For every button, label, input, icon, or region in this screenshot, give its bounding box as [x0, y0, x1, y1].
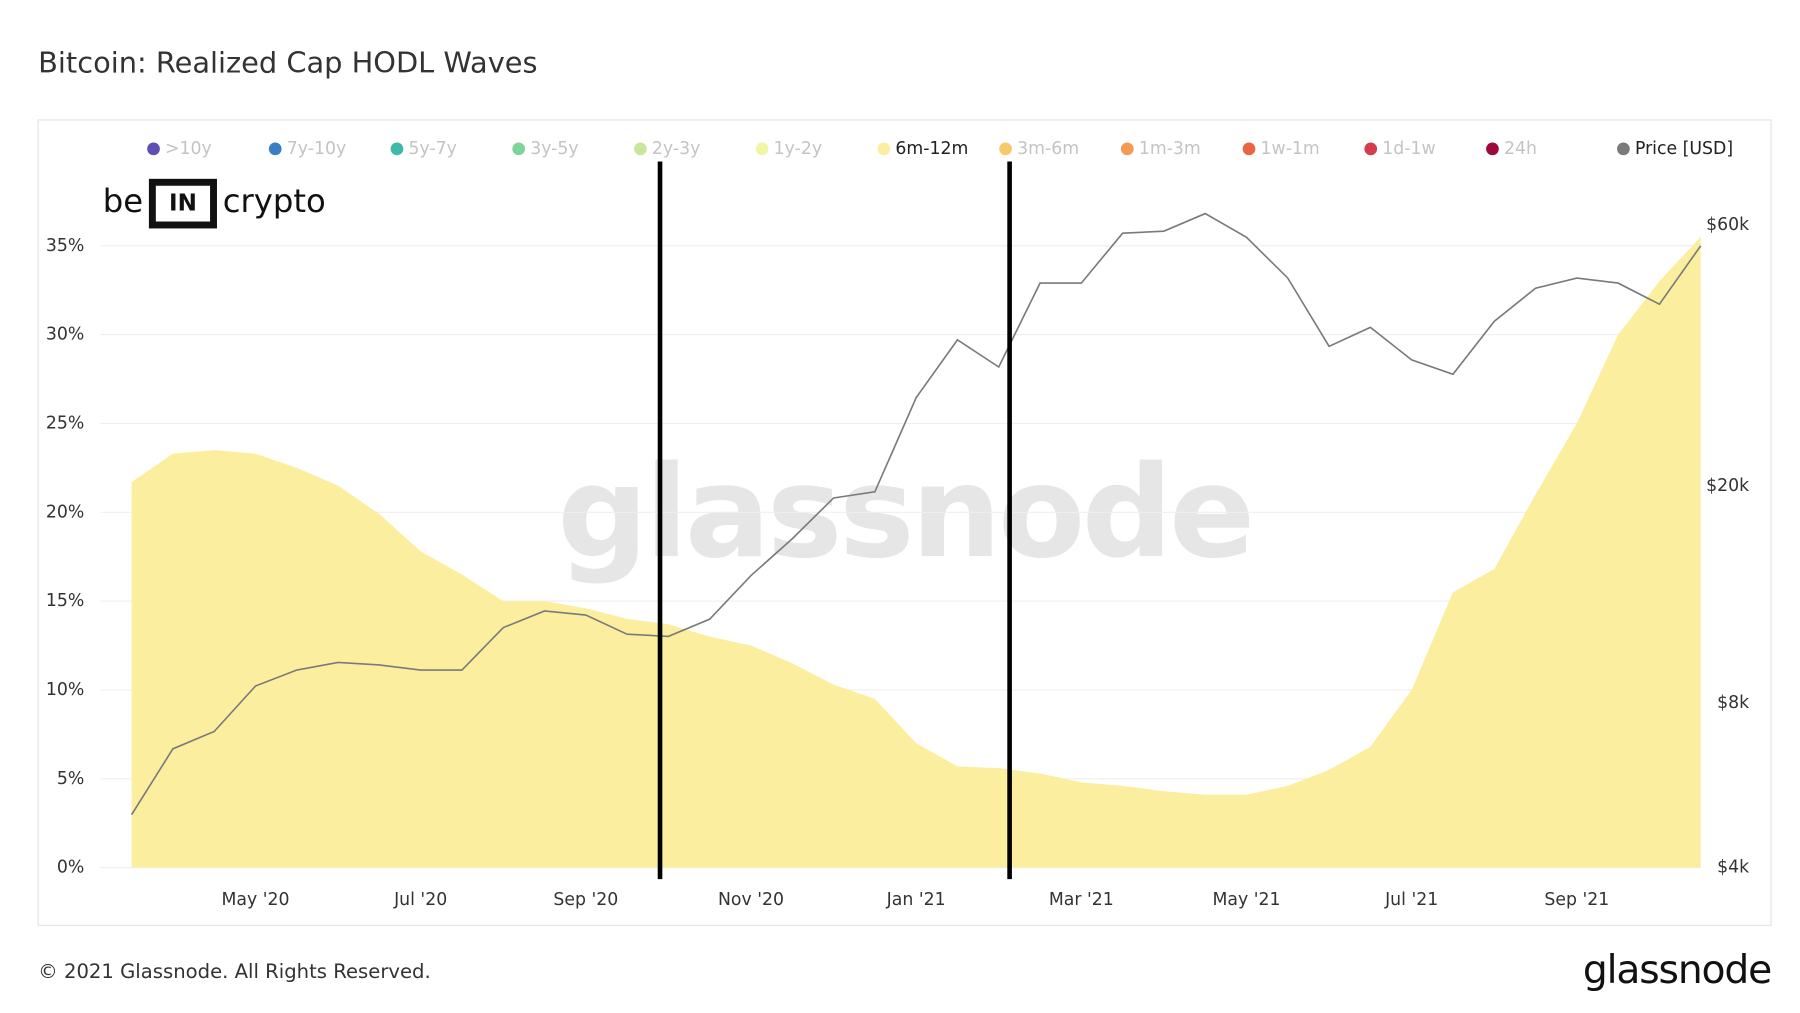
legend-item[interactable]: 6m-12m — [877, 139, 969, 159]
logo-inner — [155, 185, 211, 222]
y-tick-label: 30% — [46, 325, 84, 345]
legend-label: 5y-7y — [408, 139, 456, 159]
legend-item[interactable]: 1y-2y — [755, 139, 822, 159]
legend-label: 1y-2y — [774, 139, 822, 159]
legend-item[interactable]: 3m-6m — [999, 139, 1079, 159]
y-tick-label: 25% — [46, 413, 84, 433]
y2-tick-label: $4k — [1717, 858, 1749, 878]
legend-item[interactable]: 2y-3y — [634, 139, 700, 159]
x-tick-label: May '20 — [221, 890, 289, 910]
area — [131, 236, 1701, 868]
y-tick-label: 15% — [46, 591, 84, 611]
y-tick-label: 20% — [46, 502, 84, 522]
legend-item[interactable]: 5y-7y — [390, 139, 457, 159]
x-tick-label: May '21 — [1212, 890, 1280, 910]
legend-item[interactable]: 1w-1m — [1242, 139, 1320, 159]
x-tick-label: Jul '20 — [393, 890, 447, 910]
x-tick-label: Jan '21 — [886, 890, 946, 910]
x-tick-label: Mar '21 — [1049, 890, 1114, 910]
legend-label: 2y-3y — [652, 139, 700, 159]
logo-mark: IN — [169, 191, 197, 217]
legend-label: Price [USD] — [1635, 139, 1733, 159]
legend-label: 6m-12m — [895, 139, 968, 159]
x-tick-label: Nov '20 — [718, 890, 784, 910]
legend-item[interactable]: 1d-1w — [1364, 139, 1436, 159]
logo-right: crypto — [223, 182, 326, 220]
legend-swatch — [1242, 142, 1256, 156]
legend-swatch — [268, 142, 282, 156]
y-tick-label: 0% — [57, 858, 84, 878]
x-tick-label: Sep '21 — [1544, 890, 1609, 910]
legend-label: 1d-1w — [1382, 139, 1435, 159]
legend-swatch — [999, 142, 1012, 156]
chart-title: Bitcoin: Realized Cap HODL Waves — [38, 46, 537, 80]
legend-label: 1m-3m — [1139, 139, 1201, 159]
legend-label: 7y-10y — [287, 139, 346, 159]
legend-swatch — [1364, 142, 1378, 156]
logo-left: be — [103, 182, 143, 220]
y-tick-label: 5% — [57, 769, 84, 789]
chart-frame — [37, 119, 1772, 926]
legend-item[interactable]: 1m-3m — [1120, 139, 1201, 159]
y2-tick-label: $60k — [1706, 215, 1749, 235]
legend-swatch — [512, 142, 526, 156]
x-tick-label: Sep '20 — [553, 890, 618, 910]
legend-label: 3y-5y — [530, 139, 578, 159]
legend-label: 3m-6m — [1017, 139, 1079, 159]
legend-swatch — [755, 142, 769, 156]
brand-logo: glassnode — [1583, 948, 1771, 993]
legend-swatch — [634, 142, 647, 156]
legend-swatch — [877, 142, 891, 156]
legend-swatch — [1486, 142, 1499, 156]
footer: © 2021 Glassnode. All Rights Reserved. — [38, 960, 431, 983]
legend-swatch — [1120, 142, 1134, 156]
legend-item[interactable]: Price [USD] — [1617, 139, 1733, 159]
legend-swatch — [390, 142, 404, 156]
price-line — [130, 212, 1702, 816]
legend-swatch — [147, 142, 160, 156]
legend-label: 24h — [1504, 139, 1537, 159]
y-tick-label: 35% — [46, 236, 84, 256]
y2-tick-label: $8k — [1717, 693, 1749, 713]
legend-item[interactable]: 3y-5y — [512, 139, 579, 159]
y2-tick-label: $20k — [1706, 476, 1749, 496]
legend-label: >10y — [165, 139, 212, 159]
legend-item[interactable]: 7y-10y — [268, 139, 346, 159]
legend-item[interactable]: 24h — [1486, 139, 1537, 159]
x-tick-label: Jul '21 — [1384, 890, 1438, 910]
legend-label: 1w-1m — [1261, 139, 1320, 159]
legend-swatch — [1617, 142, 1630, 156]
legend-item[interactable]: >10y — [147, 139, 212, 159]
y-tick-label: 10% — [46, 680, 84, 700]
